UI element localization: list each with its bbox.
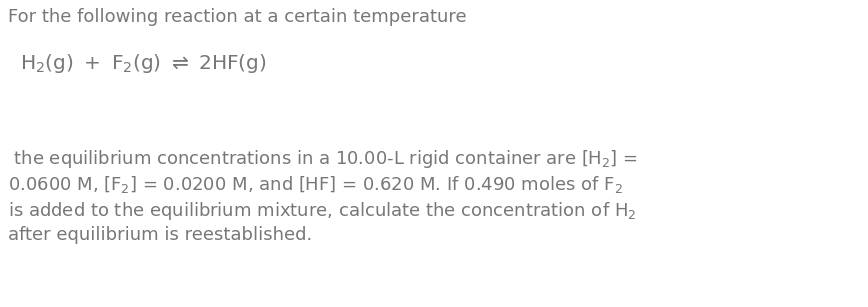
Text: the equilibrium concentrations in a 10.00-L rigid container are [H$_2$] =: the equilibrium concentrations in a 10.0… xyxy=(8,148,638,170)
Text: after equilibrium is reestablished.: after equilibrium is reestablished. xyxy=(8,226,312,244)
Text: $\mathregular{H_2(g)\ +\ F_2(g)}$ $\rightleftharpoons$ $\mathregular{2HF(g)}$: $\mathregular{H_2(g)\ +\ F_2(g)}$ $\righ… xyxy=(20,52,266,75)
Text: 0.0600 M, [F$_2$] = 0.0200 M, and [HF] = 0.620 M. If 0.490 moles of F$_2$: 0.0600 M, [F$_2$] = 0.0200 M, and [HF] =… xyxy=(8,174,623,195)
Text: is added to the equilibrium mixture, calculate the concentration of H$_2$: is added to the equilibrium mixture, cal… xyxy=(8,200,636,222)
Text: For the following reaction at a certain temperature: For the following reaction at a certain … xyxy=(8,8,467,26)
